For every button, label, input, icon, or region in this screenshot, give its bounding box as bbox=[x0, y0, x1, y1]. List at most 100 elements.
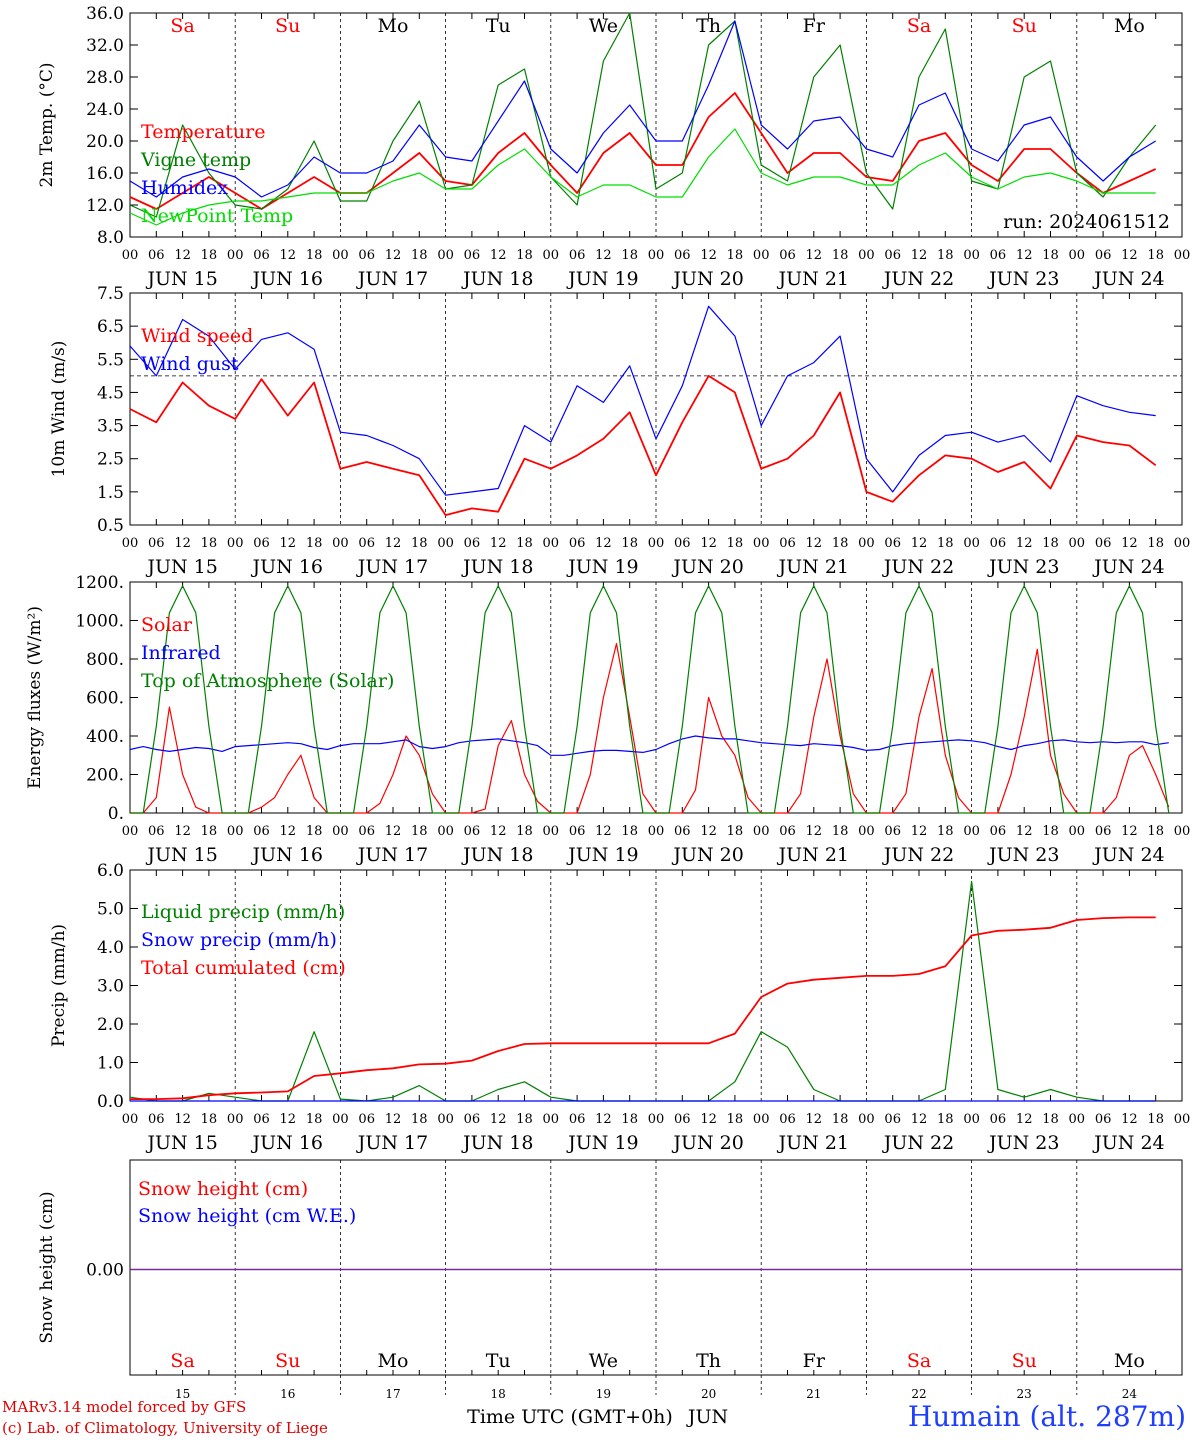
day-number-label: 23 bbox=[1017, 1387, 1032, 1401]
date-label: JUN 24 bbox=[1092, 844, 1164, 866]
hour-label: 00 bbox=[122, 824, 139, 839]
hour-label: 18 bbox=[621, 248, 638, 263]
hour-label: 12 bbox=[911, 824, 928, 839]
series-line-3 bbox=[129, 128, 1156, 226]
date-label: JUN 19 bbox=[566, 844, 638, 866]
hour-label: 00 bbox=[332, 536, 349, 551]
hour-label: 12 bbox=[595, 1112, 612, 1127]
hour-label: 18 bbox=[1147, 824, 1164, 839]
hour-label: 12 bbox=[1121, 536, 1138, 551]
panel-wind: 0.5 1.5 2.5 3.5 4.5 5.5 6.5 7.5 10m Wind (m/s) Wi… bbox=[49, 284, 1190, 578]
hour-label: 06 bbox=[884, 536, 901, 551]
y-tick-label: 28.0 bbox=[86, 68, 124, 88]
hour-label: 12 bbox=[700, 824, 717, 839]
hour-label: 12 bbox=[280, 824, 297, 839]
hour-label: 00 bbox=[227, 248, 244, 263]
date-label: JUN 17 bbox=[356, 1132, 428, 1154]
date-label: JUN 15 bbox=[145, 268, 217, 290]
hour-label: 18 bbox=[306, 248, 323, 263]
hour-label: 06 bbox=[358, 536, 375, 551]
hour-label: 00 bbox=[1174, 824, 1191, 839]
hour-label: 12 bbox=[595, 536, 612, 551]
hour-label: 18 bbox=[937, 824, 954, 839]
hour-label: 06 bbox=[253, 536, 270, 551]
hour-label: 12 bbox=[385, 1112, 402, 1127]
date-label: JUN 19 bbox=[566, 1132, 638, 1154]
date-label: JUN 24 bbox=[1092, 556, 1164, 578]
series-line-2 bbox=[129, 20, 1157, 198]
date-label: JUN 16 bbox=[251, 268, 323, 290]
hour-label: 00 bbox=[753, 248, 770, 263]
hour-label: 18 bbox=[621, 536, 638, 551]
date-label: JUN 23 bbox=[987, 1132, 1059, 1154]
day-abbr-label: We bbox=[589, 1350, 618, 1372]
hour-label: 18 bbox=[306, 1112, 323, 1127]
series-line-1 bbox=[129, 12, 1157, 218]
y-tick-label: 16.0 bbox=[86, 164, 124, 184]
hour-label: 00 bbox=[332, 1112, 349, 1127]
hour-label: 12 bbox=[700, 536, 717, 551]
day-abbr-label: Mo bbox=[1114, 15, 1145, 37]
day-abbr-label: Th bbox=[696, 15, 721, 37]
hour-label: 06 bbox=[1095, 1112, 1112, 1127]
y-tick-label: 5.0 bbox=[97, 900, 124, 920]
hour-label: 00 bbox=[437, 1112, 454, 1127]
legend-entry-0: Solar bbox=[141, 614, 193, 636]
y-tick-label: 800. bbox=[86, 650, 124, 670]
hour-label: 00 bbox=[543, 1112, 560, 1127]
date-label: JUN 22 bbox=[882, 556, 954, 578]
y-tick-label: 2.5 bbox=[97, 450, 124, 470]
y-tick-label: 6.0 bbox=[97, 861, 124, 881]
legend-entry-3: NewPoint Temp bbox=[141, 205, 293, 227]
y-tick-label: 8.0 bbox=[97, 228, 124, 248]
date-label: JUN 21 bbox=[777, 556, 849, 578]
y-tick-label: 400. bbox=[86, 727, 124, 747]
hour-label: 12 bbox=[490, 248, 507, 263]
hour-label: 12 bbox=[806, 824, 823, 839]
hour-label: 12 bbox=[385, 824, 402, 839]
y-axis-title: 2m Temp. (°C) bbox=[37, 62, 57, 187]
run-label: run: 2024061512 bbox=[1003, 211, 1170, 233]
hour-label: 18 bbox=[411, 248, 428, 263]
hour-label: 12 bbox=[700, 1112, 717, 1127]
hour-label: 18 bbox=[516, 824, 533, 839]
hour-label: 06 bbox=[779, 824, 796, 839]
hour-label: 00 bbox=[648, 1112, 665, 1127]
hour-label: 00 bbox=[1174, 536, 1191, 551]
hour-label: 18 bbox=[516, 536, 533, 551]
hour-label: 00 bbox=[963, 1112, 980, 1127]
hour-label: 18 bbox=[201, 248, 218, 263]
y-tick-label: 1.0 bbox=[97, 1054, 124, 1074]
hour-label: 00 bbox=[753, 824, 770, 839]
y-axis-title: Snow height (cm) bbox=[37, 1191, 57, 1343]
hour-label: 00 bbox=[122, 536, 139, 551]
hour-label: 18 bbox=[306, 536, 323, 551]
y-tick-label: 600. bbox=[86, 689, 124, 709]
hour-label: 00 bbox=[1069, 536, 1086, 551]
series-line-0 bbox=[130, 642, 1170, 814]
date-label: JUN 15 bbox=[145, 1132, 217, 1154]
hour-label: 18 bbox=[306, 824, 323, 839]
hour-label: 06 bbox=[569, 824, 586, 839]
hour-label: 06 bbox=[1095, 536, 1112, 551]
hour-label: 18 bbox=[727, 1112, 744, 1127]
series-line-0 bbox=[129, 92, 1157, 210]
hour-label: 18 bbox=[727, 248, 744, 263]
date-label: JUN 19 bbox=[566, 268, 638, 290]
date-label: JUN 18 bbox=[461, 268, 533, 290]
legend-entry-1: Infrared bbox=[141, 642, 221, 664]
hour-label: 06 bbox=[674, 1112, 691, 1127]
hour-label: 18 bbox=[937, 1112, 954, 1127]
hour-label: 18 bbox=[832, 536, 849, 551]
hour-label: 12 bbox=[806, 1112, 823, 1127]
day-number-label: 15 bbox=[175, 1387, 190, 1401]
hour-label: 06 bbox=[990, 1112, 1007, 1127]
y-tick-label: 0. bbox=[108, 804, 124, 824]
hour-label: 00 bbox=[437, 248, 454, 263]
legend-entry-1: Vigne temp bbox=[140, 149, 251, 171]
y-tick-label: 5.5 bbox=[97, 350, 124, 370]
hour-label: 18 bbox=[727, 824, 744, 839]
hour-label: 12 bbox=[806, 536, 823, 551]
series-line-0 bbox=[129, 374, 1157, 516]
y-tick-label: 0.00 bbox=[86, 1261, 124, 1281]
